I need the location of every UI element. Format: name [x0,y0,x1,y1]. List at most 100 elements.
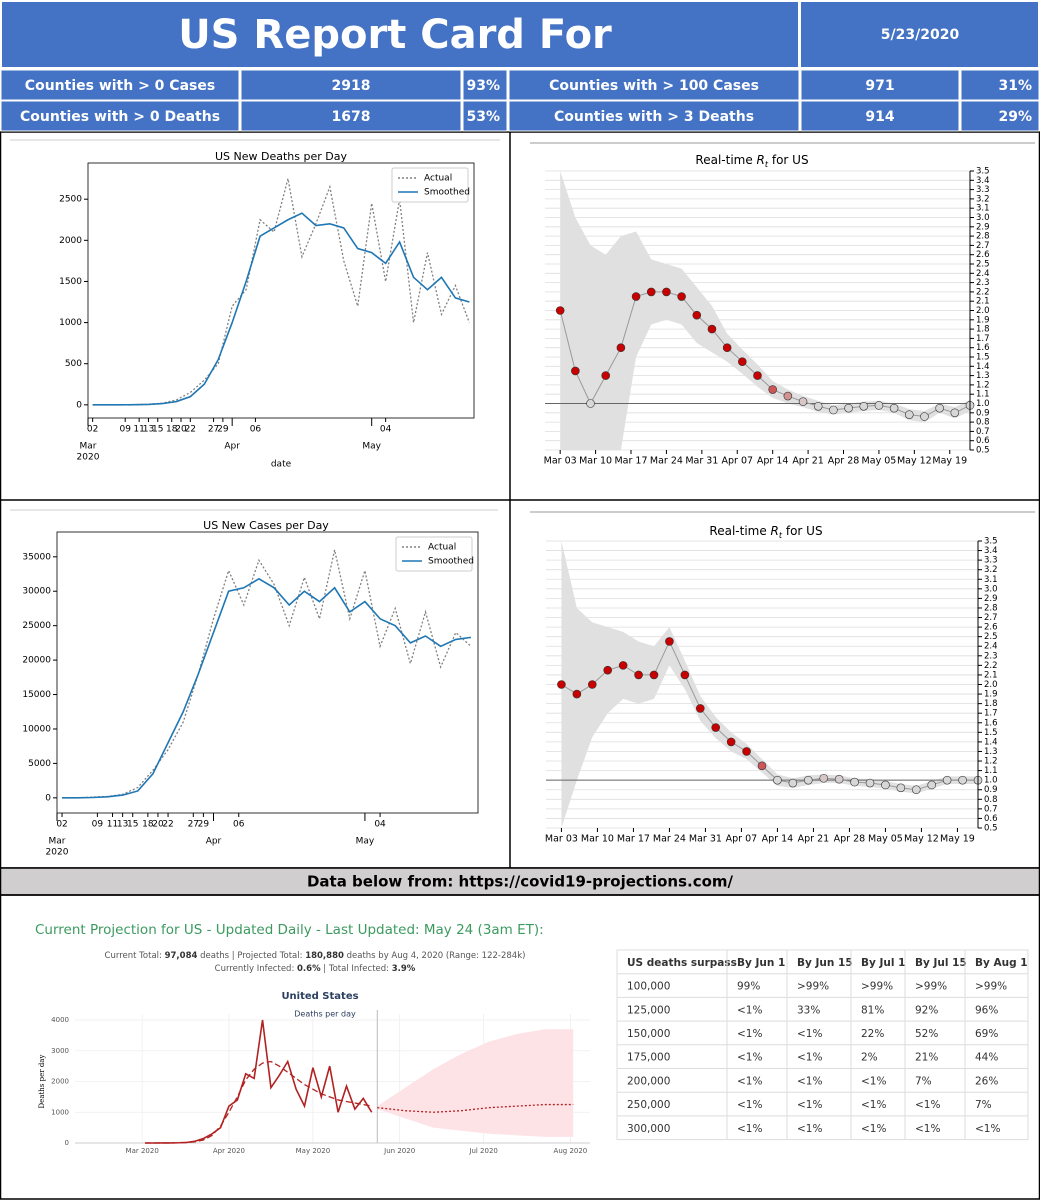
rt-point [773,775,782,785]
summary-part: Current Total: [105,951,165,961]
y-tick-label: 0.9 [976,408,990,418]
x-tick-label: May 12 [897,456,932,467]
rt-point [634,670,643,680]
month-label: Mar [49,837,66,847]
table-cell: >99% [861,981,893,993]
rt-point [788,778,798,788]
rt-point [742,747,751,756]
stat-cell [800,69,960,101]
table-header: By Jun 1 [737,957,785,969]
y-tick-label: 3.2 [976,194,990,204]
y-tick-label: 0.8 [976,418,990,428]
x-tick-label: 27 [188,820,199,830]
stat-cell [960,100,1040,132]
x-tick-label: May 05 [862,456,897,467]
summary-part: | Total Infected: [321,964,392,974]
stat-text: 29% [998,109,1032,125]
table-cell: 150,000 [627,1028,670,1040]
stat-text: Counties with > 0 Deaths [20,109,220,125]
series-line [377,1103,574,1113]
chart-title: Real-time Rt for US [709,524,822,541]
x-tick-label: 04 [374,820,386,830]
table-cell: <1% [797,1123,822,1135]
table-cell: 96% [975,1004,998,1016]
table-cell: 52% [915,1028,938,1040]
x-tick-label: Apr 28 [828,456,860,467]
rt-point [798,397,808,406]
y-tick-label: 2.1 [984,670,998,680]
table-cell: <1% [797,1099,822,1111]
x-tick-label: 02 [56,820,67,830]
rt-point [844,403,853,413]
rt-point [618,661,628,670]
y-tick-label: 1.5 [976,353,990,363]
y-tick-label: 3.3 [976,185,990,195]
x-tick-label: May 2020 [296,1147,331,1155]
table-cell: <1% [861,1075,886,1087]
x-tick-label: Mar 10 [581,834,614,845]
stat-cell [462,100,508,132]
month-label: May [356,837,375,847]
series-line [62,577,472,799]
y-tick-label: 30000 [22,587,51,597]
table-cell: 200,000 [627,1075,670,1087]
y-tick-label: 2.2 [976,287,990,297]
month-label: Mar [80,442,97,452]
y-tick-label: 10000 [22,724,51,734]
month-label: Apr [206,837,222,847]
rt-point [587,680,597,689]
y-tick-label: 4000 [51,1016,69,1024]
title-part: t [779,531,783,540]
table-cell: 2% [861,1052,878,1064]
y-tick-label: 2.5 [976,260,990,270]
y-tick-label: 500 [65,359,82,369]
y-tick-label: 2.9 [984,594,998,604]
y-tick-label: 1.3 [976,371,990,381]
x-tick-label: 20 [152,820,164,830]
y-tick-label: 0.6 [984,814,998,824]
y-tick-label: 3.3 [984,556,998,566]
rt-point [722,343,732,353]
x-tick-label: Mar 10 [579,456,612,467]
legend-box [395,536,473,572]
rt-point [896,783,906,793]
table-cell: <1% [915,1099,940,1111]
x-tick-label: 13 [143,425,154,435]
table-cell: 26% [975,1075,998,1087]
y-tick-label: 3.4 [984,546,998,556]
stat-text: Counties with > 3 Deaths [554,109,754,125]
x-tick-label: Mar 03 [545,834,578,845]
y-tick-label: 1.7 [984,709,998,719]
rt-point [927,780,937,790]
summary-part: 3.9% [392,964,416,974]
x-tick-label: Mar 24 [653,834,686,845]
series-line [62,549,472,799]
y-tick-label: 1000 [59,318,82,328]
stat-text: 53% [466,109,500,125]
x-tick-label: 06 [233,820,245,830]
x-tick-label: Apr 07 [721,456,753,467]
table-cell: <1% [737,1052,762,1064]
table-cell: <1% [797,1075,822,1087]
table-cell: 100,000 [627,981,670,993]
x-tick-label: Apr 14 [762,834,794,845]
table-cell: 21% [915,1052,938,1064]
table-cell: 44% [975,1052,998,1064]
y-tick-label: 3000 [51,1047,69,1055]
x-tick-label: May 19 [940,834,975,845]
rt-point [695,704,705,713]
rt-point [616,343,626,353]
table-cell: <1% [737,1075,762,1087]
year-label: 2020 [77,453,100,463]
table-cell: 81% [861,1004,884,1016]
x-tick-label: 27 [208,425,219,435]
table-cell: <1% [737,1028,762,1040]
table-cell: 250,000 [627,1099,670,1111]
y-tick-label: 2.8 [984,603,998,613]
y-tick-label: 1.3 [984,747,998,757]
y-tick-label: 3.0 [976,213,990,223]
stat-cell [0,100,240,132]
rt-point [850,777,859,787]
rt-point [935,403,944,413]
table-cell: <1% [737,1099,762,1111]
